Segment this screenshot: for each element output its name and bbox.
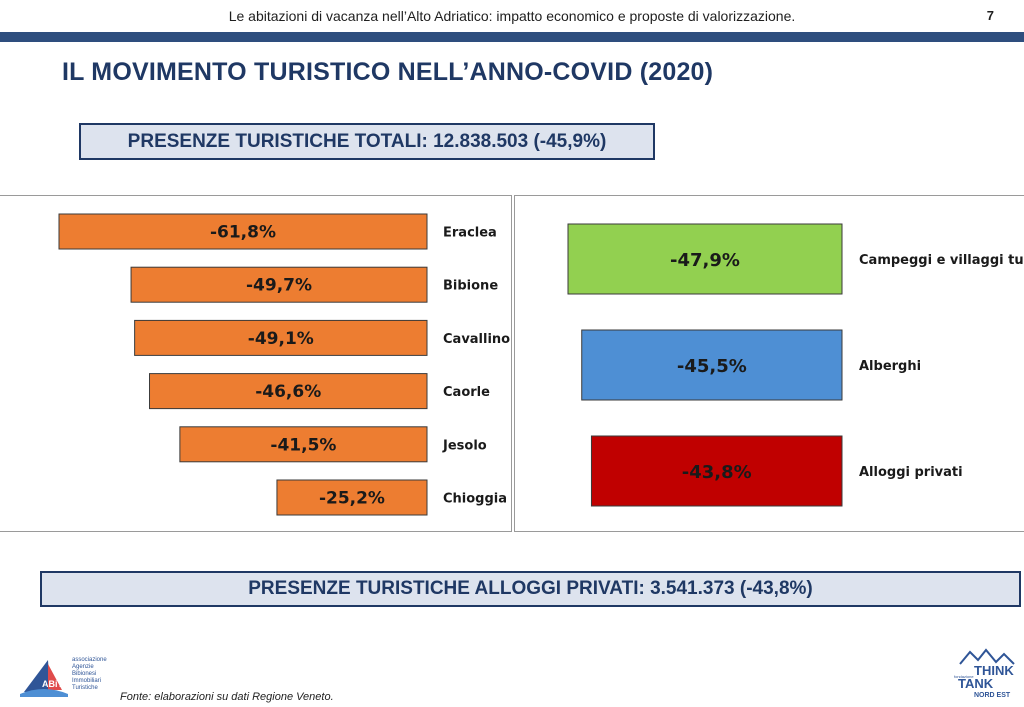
bar-value-label-eraclea: -61,8%	[210, 223, 276, 243]
header-rule	[0, 32, 1024, 42]
bar-eraclea	[58, 213, 428, 250]
page-title: IL MOVIMENTO TURISTICO NELL’ANNO-COVID (…	[62, 58, 714, 86]
bar-value-label-campeggi-e-villaggi-tur: -47,9%	[670, 250, 740, 271]
bar-bibione	[130, 266, 428, 303]
category-label-jesolo: Jesolo	[442, 438, 487, 453]
localities-chart-panel: -61,8% Eraclea -49,7% Bibione -49,1% Cavallin…	[0, 195, 512, 532]
abit-logo: ABiT	[20, 660, 68, 697]
svg-text:fondazione: fondazione	[954, 674, 974, 679]
category-label-eraclea: Eraclea	[443, 226, 497, 241]
bar-cavallino	[134, 319, 428, 356]
svg-text:THINK: THINK	[974, 663, 1014, 678]
bar-value-label-cavallino: -49,1%	[248, 329, 314, 349]
bar-campeggi-e-villaggi-tur	[567, 223, 843, 295]
category-label-chioggia: Chioggia	[443, 492, 507, 507]
bar-value-label-chioggia: -25,2%	[319, 489, 385, 509]
private-presences-box: PRESENZE TURISTICHE ALLOGGI PRIVATI: 3.5…	[40, 571, 1021, 607]
bar-value-label-jesolo: -41,5%	[270, 435, 336, 455]
bar-value-label-alloggi-privati: -43,8%	[682, 462, 752, 483]
svg-text:TANK: TANK	[958, 676, 994, 691]
accommodation-chart-panel: -47,9% Campeggi e villaggi tur. -45,5% Albe…	[514, 195, 1024, 532]
abit-logo-text: associazione Agenzie Bibionesi Immobilia…	[72, 657, 107, 691]
think-tank-nord-est-logo: fondazione THINK TANK NORD EST	[954, 648, 1015, 699]
source-footnote: Fonte: elaborazioni su dati Regione Vene…	[120, 691, 334, 703]
header-text: Le abitazioni di vacanza nell’Alto Adria…	[228, 8, 796, 24]
bar-value-label-bibione: -49,7%	[246, 276, 312, 296]
bar-jesolo	[179, 426, 428, 463]
bar-value-label-alberghi: -45,5%	[677, 356, 747, 377]
svg-text:NORD EST: NORD EST	[974, 692, 1011, 699]
bar-alloggi-privati	[590, 435, 843, 507]
category-label-caorle: Caorle	[443, 385, 490, 400]
bar-alberghi	[581, 329, 843, 401]
category-label-alloggi-privati: Alloggi privati	[859, 465, 963, 480]
category-label-cavallino: Cavallino	[443, 332, 510, 347]
category-label-campeggi-e-villaggi-tur: Campeggi e villaggi tur.	[859, 253, 1024, 268]
category-label-alberghi: Alberghi	[859, 359, 921, 374]
accommodation-bar-chart: -47,9% Campeggi e villaggi tur. -45,5% Albe…	[567, 223, 1024, 507]
localities-bar-chart: -61,8% Eraclea -49,7% Bibione -49,1% Cavallin…	[58, 213, 510, 516]
bar-chioggia	[276, 479, 428, 516]
bar-caorle	[149, 373, 428, 410]
page-number: 7	[986, 8, 994, 23]
category-label-bibione: Bibione	[443, 279, 498, 294]
bar-value-label-caorle: -46,6%	[255, 382, 321, 402]
abit-logo-mark: ABiT	[42, 679, 63, 689]
total-presences-box: PRESENZE TURISTICHE TOTALI: 12.838.503 (…	[79, 123, 655, 160]
